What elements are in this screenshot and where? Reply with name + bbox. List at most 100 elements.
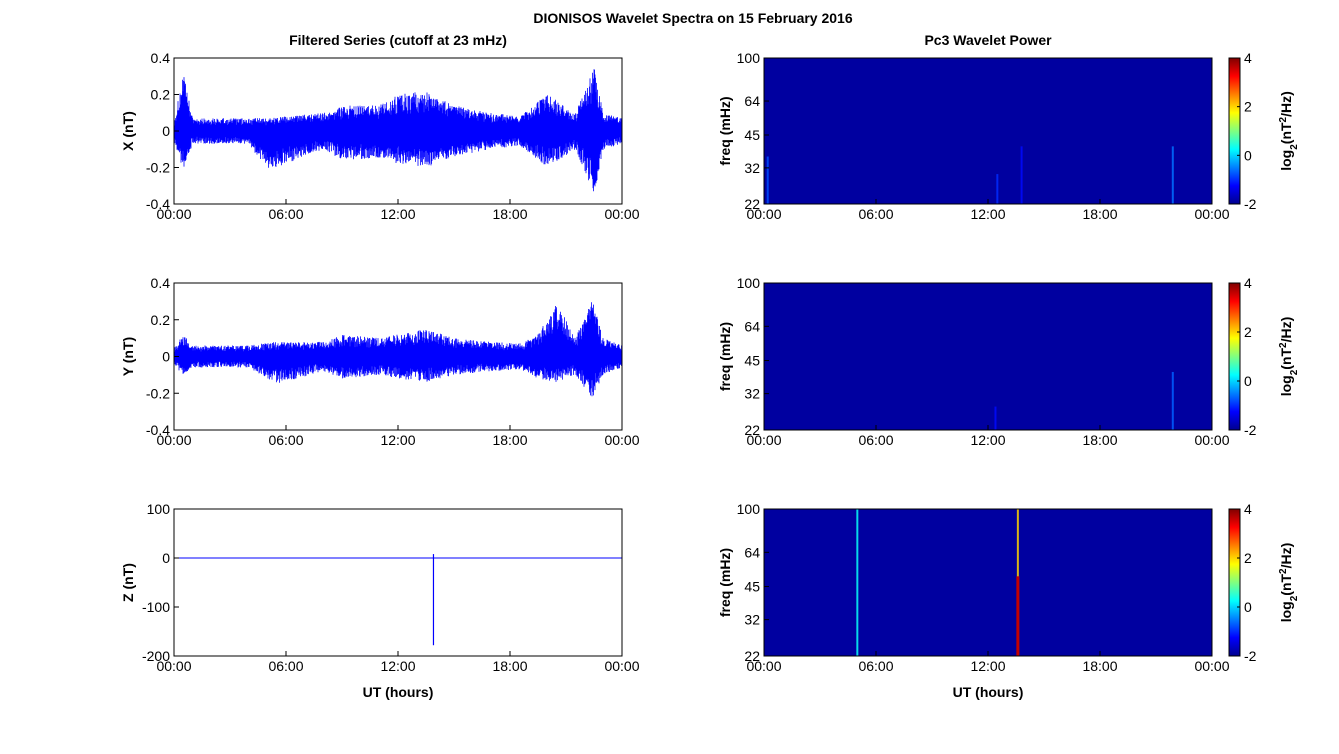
series-xtick-label: 00:00	[156, 432, 191, 448]
wavelet-power-streak	[1171, 371, 1174, 430]
wavelet-ytick-label: 100	[737, 501, 761, 517]
wavelet-ytick-label: 45	[744, 353, 760, 369]
wavelet-ytick-label: 32	[744, 386, 760, 402]
series-ytick-label: -0.2	[146, 385, 170, 401]
wavelet-xlabel: UT (hours)	[953, 684, 1024, 700]
colorbar-tick-label: 2	[1244, 324, 1252, 340]
series-xtick-label: 12:00	[380, 432, 415, 448]
series-xtick-label: 00:00	[604, 432, 639, 448]
wavelet-ylabel: freq (mHz)	[717, 548, 733, 617]
series-ytick-label: -100	[142, 599, 170, 615]
series-xtick-label: 06:00	[268, 658, 303, 674]
series-ylabel: Z (nT)	[120, 563, 136, 602]
series-ytick-label: 0	[162, 550, 170, 566]
series-axes-frame	[173, 508, 623, 657]
wavelet-ytick-label: 45	[744, 127, 760, 143]
wavelet-power-streak	[1171, 146, 1174, 204]
wavelet-heatmap-background	[764, 509, 1212, 656]
colorbar-tick-label: 2	[1244, 99, 1252, 115]
series-xlabel: UT (hours)	[363, 684, 434, 700]
colorbar-label: log2(nT2/Hz)	[1278, 317, 1300, 397]
series-ytick-label: 0	[162, 123, 170, 139]
series-xtick-label: 06:00	[268, 206, 303, 222]
plots-layer: Filtered Series (cutoff at 23 mHz) 0.4 0.2…	[120, 32, 1300, 700]
colorbar-tick-label: 4	[1244, 50, 1252, 66]
series-panel-y: 0.40.20-0.2-0.400:00 06:00 12:00 18:00 00:00…	[120, 275, 640, 448]
series-xtick-label: 12:00	[380, 658, 415, 674]
series-panel-x: Filtered Series (cutoff at 23 mHz) 0.4 0.2…	[120, 32, 640, 222]
wavelet-ylabel: freq (mHz)	[717, 322, 733, 391]
wavelet-xtick-label: 18:00	[1082, 206, 1117, 222]
series-panel-title: Filtered Series (cutoff at 23 mHz)	[289, 32, 507, 48]
wavelet-xtick-label: 00:00	[746, 206, 781, 222]
wavelet-xtick-label: 00:00	[1194, 432, 1229, 448]
series-ytick-label: -0.4	[146, 422, 170, 438]
series-xtick-label: 18:00	[492, 658, 527, 674]
wavelet-xtick-label: 00:00	[1194, 658, 1229, 674]
series-ylabel: Y (nT)	[120, 337, 136, 376]
wavelet-ytick-label: 64	[744, 318, 760, 334]
wavelet-xtick-label: 12:00	[970, 658, 1005, 674]
series-trace-y	[174, 302, 622, 397]
wavelet-xtick-label: 12:00	[970, 432, 1005, 448]
wavelet-xtick-label: 00:00	[746, 658, 781, 674]
wavelet-power-peak	[1016, 576, 1020, 656]
series-ytick-label: 0.4	[151, 50, 171, 66]
wavelet-ytick-label: 64	[744, 544, 760, 560]
series-ytick-label: 0.2	[151, 87, 171, 103]
wavelet-power-streak	[994, 406, 997, 430]
wavelet-xtick-label: 00:00	[1194, 206, 1229, 222]
series-xtick-label: 00:00	[156, 206, 191, 222]
wavelet-ytick-label: 32	[744, 160, 760, 176]
colorbar-tick-label: 4	[1244, 275, 1252, 291]
colorbar-tick-label: 2	[1244, 550, 1252, 566]
wavelet-heatmap-background	[764, 58, 1212, 204]
colorbar-tick-label: 0	[1244, 147, 1252, 163]
wavelet-panel-title: Pc3 Wavelet Power	[924, 32, 1052, 48]
wavelet-power-streak	[996, 174, 999, 204]
series-xtick-label: 18:00	[492, 206, 527, 222]
series-xtick-label: 18:00	[492, 432, 527, 448]
colorbar	[1228, 508, 1241, 657]
wavelet-xtick-label: 12:00	[970, 206, 1005, 222]
wavelet-ylabel: freq (mHz)	[717, 96, 733, 165]
figure-title: DIONISOS Wavelet Spectra on 15 February …	[533, 10, 852, 26]
wavelet-ytick-label: 32	[744, 612, 760, 628]
series-xtick-label: 12:00	[380, 206, 415, 222]
wavelet-ytick-label: 22	[744, 422, 760, 438]
series-ytick-label: -0.2	[146, 160, 170, 176]
series-xtick-label: 00:00	[604, 658, 639, 674]
series-xtick-label: 00:00	[604, 206, 639, 222]
colorbar-tick-label: 4	[1244, 501, 1252, 517]
series-ytick-label: -0.4	[146, 196, 170, 212]
wavelet-ytick-label: 100	[737, 50, 761, 66]
wavelet-ytick-label: 45	[744, 579, 760, 595]
series-ytick-label: 0.2	[151, 312, 171, 328]
colorbar-tick-label: 0	[1244, 373, 1252, 389]
colorbar-tick-label: 0	[1244, 599, 1252, 615]
wavelet-xtick-label: 18:00	[1082, 432, 1117, 448]
wavelet-xtick-label: 18:00	[1082, 658, 1117, 674]
wavelet-power-streak	[856, 509, 859, 656]
colorbar-tick-label: -2	[1244, 648, 1257, 664]
wavelet-power-streak	[766, 156, 769, 204]
colorbar-tick-label: -2	[1244, 196, 1257, 212]
colorbar	[1228, 57, 1241, 205]
series-ytick-label: -200	[142, 648, 170, 664]
series-ytick-label: 0	[162, 349, 170, 365]
colorbar-tick-label: -2	[1244, 422, 1257, 438]
series-ylabel: X (nT)	[120, 111, 136, 151]
wavelet-xtick-label: 06:00	[858, 658, 893, 674]
wavelet-ytick-label: 22	[744, 196, 760, 212]
wavelet-power-streak	[1020, 146, 1023, 204]
wavelet-ytick-label: 64	[744, 93, 760, 109]
wavelet-heatmap-background	[764, 283, 1212, 430]
wavelet-xtick-label: 00:00	[746, 432, 781, 448]
wavelet-xtick-label: 06:00	[858, 432, 893, 448]
colorbar-label: log2(nT2/Hz)	[1278, 543, 1300, 623]
series-xtick-label: 06:00	[268, 432, 303, 448]
